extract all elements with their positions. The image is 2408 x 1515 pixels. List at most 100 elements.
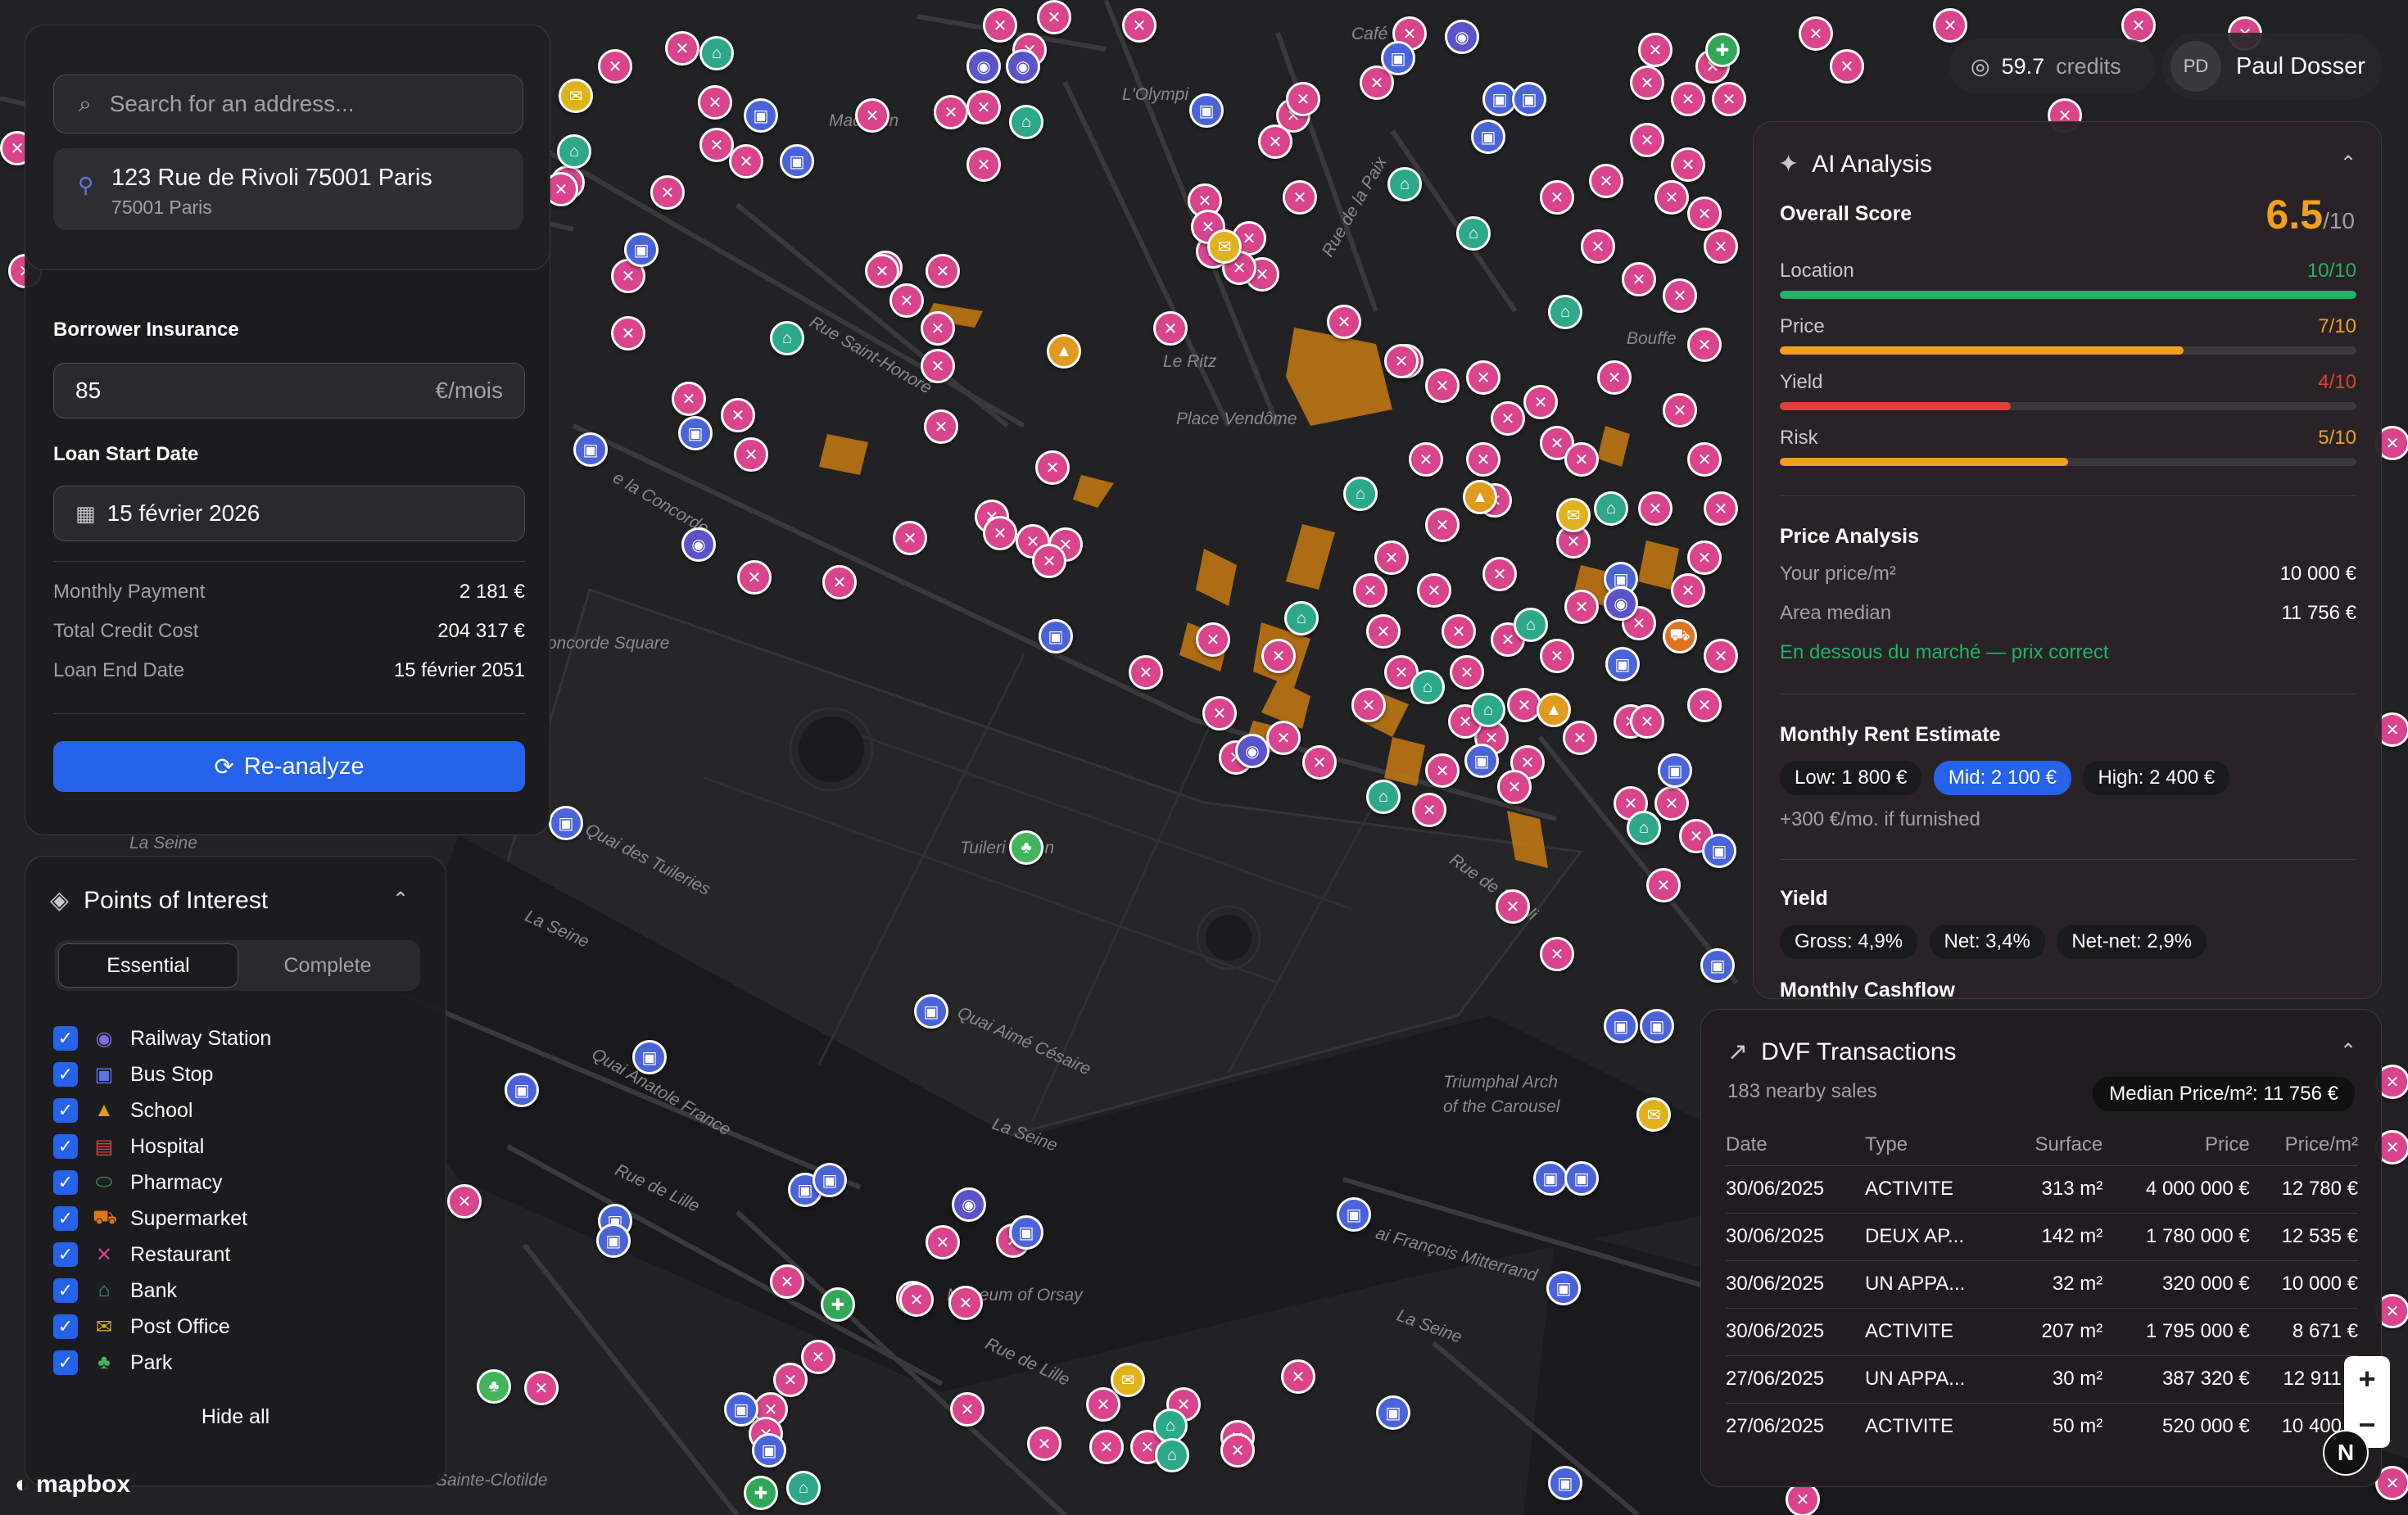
checkbox[interactable]: ✓	[53, 1314, 78, 1339]
poi-row-hospital[interactable]: ✓ ▤ Hospital	[53, 1128, 271, 1165]
restaurant-marker[interactable]: ✕	[1417, 573, 1451, 608]
restaurant-marker[interactable]: ✕	[1366, 614, 1401, 649]
restaurant-marker[interactable]: ✕	[1302, 745, 1337, 780]
restaurant-marker[interactable]: ✕	[865, 254, 899, 288]
reanalyze-button[interactable]: ⟳ Re-analyze	[53, 741, 525, 792]
restaurant-marker[interactable]: ✕	[1563, 721, 1597, 755]
restaurant-marker[interactable]: ✕	[1622, 262, 1656, 296]
restaurant-marker[interactable]: ✕	[983, 8, 1017, 43]
restaurant-marker[interactable]: ✕	[921, 349, 955, 383]
restaurant-marker[interactable]: ✕	[1261, 639, 1296, 673]
restaurant-marker[interactable]: ✕	[1704, 491, 1738, 526]
restaurant-marker[interactable]: ✕	[921, 311, 955, 346]
school-marker[interactable]: ▲	[1463, 480, 1497, 514]
bank-marker[interactable]: ⌂	[1514, 608, 1548, 642]
restaurant-marker[interactable]: ✕	[1412, 793, 1446, 827]
restaurant-marker[interactable]: ✕	[1799, 16, 1833, 51]
restaurant-marker[interactable]: ✕	[983, 516, 1017, 550]
restaurant-marker[interactable]: ✕	[1687, 328, 1722, 362]
restaurant-marker[interactable]: ✕	[1466, 442, 1500, 477]
bus-stop-marker[interactable]: ▣	[1381, 41, 1415, 75]
bus-stop-marker[interactable]: ▣	[1700, 948, 1735, 983]
start-date-field[interactable]: ▦ 15 février 2026	[53, 486, 525, 541]
pharmacy-marker[interactable]: ✚	[1705, 33, 1740, 67]
poi-row-park[interactable]: ✓ ♣ Park	[53, 1345, 271, 1381]
bus-stop-marker[interactable]: ▣	[624, 233, 659, 267]
restaurant-marker[interactable]: ✕	[1712, 82, 1746, 116]
restaurant-marker[interactable]: ✕	[1086, 1387, 1120, 1422]
restaurant-marker[interactable]: ✕	[672, 382, 706, 416]
zoom-out-button[interactable]: −	[2344, 1402, 2390, 1448]
checkbox[interactable]: ✓	[53, 1170, 78, 1195]
poi-row-post-office[interactable]: ✓ ✉ Post Office	[53, 1309, 271, 1345]
pharmacy-marker[interactable]: ✚	[744, 1476, 778, 1510]
railway-marker[interactable]: ◉	[966, 49, 1001, 84]
restaurant-marker[interactable]: ✕	[1523, 385, 1558, 419]
bank-marker[interactable]: ⌂	[1456, 216, 1491, 251]
compass-button[interactable]: N	[2323, 1430, 2369, 1476]
checkbox[interactable]: ✓	[53, 1062, 78, 1087]
poi-row-bank[interactable]: ✓ ⌂ Bank	[53, 1273, 271, 1309]
restaurant-marker[interactable]: ✕	[1687, 442, 1722, 477]
bus-stop-marker[interactable]: ▣	[1512, 82, 1546, 116]
bus-stop-marker[interactable]: ▣	[1605, 647, 1640, 681]
restaurant-marker[interactable]: ✕	[729, 144, 763, 179]
restaurant-marker[interactable]: ✕	[1663, 393, 1697, 427]
bus-stop-marker[interactable]: ▣	[1337, 1197, 1371, 1232]
poi-row-supermarket[interactable]: ✓ ⛟ Supermarket	[53, 1201, 271, 1237]
poi-row-pharmacy[interactable]: ✓ ⬭ Pharmacy	[53, 1165, 271, 1201]
table-row[interactable]: 30/06/2025 DEUX AP... 142 m² 1 780 000 €12 …	[1726, 1212, 2358, 1260]
dvf-panel-header[interactable]: ↗ DVF Transactions	[1727, 1038, 1957, 1066]
bank-marker[interactable]: ⌂	[1594, 491, 1628, 526]
restaurant-marker[interactable]: ✕	[1409, 442, 1443, 477]
bus-stop-marker[interactable]: ▣	[632, 1040, 667, 1074]
hide-all-button[interactable]: Hide all	[201, 1405, 270, 1428]
bus-stop-marker[interactable]: ▣	[812, 1163, 847, 1197]
bus-stop-marker[interactable]: ▣	[678, 416, 713, 450]
restaurant-marker[interactable]: ✕	[1425, 508, 1460, 542]
bank-marker[interactable]: ⌂	[1387, 167, 1422, 201]
restaurant-marker[interactable]: ✕	[1266, 721, 1301, 755]
restaurant-marker[interactable]: ✕	[1540, 937, 1574, 971]
restaurant-marker[interactable]: ✕	[1089, 1430, 1124, 1464]
restaurant-marker[interactable]: ✕	[1351, 688, 1386, 722]
restaurant-marker[interactable]: ✕	[447, 1184, 482, 1219]
restaurant-marker[interactable]: ✕	[966, 90, 1001, 124]
restaurant-marker[interactable]: ✕	[1482, 557, 1517, 591]
restaurant-marker[interactable]: ✕	[665, 31, 699, 66]
restaurant-marker[interactable]: ✕	[1564, 442, 1599, 477]
bus-stop-marker[interactable]: ▣	[573, 432, 608, 467]
bank-marker[interactable]: ⌂	[557, 134, 591, 169]
table-row[interactable]: 27/06/2025 ACTIVITE 50 m² 520 000 €10 400 €	[1726, 1402, 2358, 1450]
restaurant-marker[interactable]: ✕	[1630, 704, 1664, 739]
tab-complete[interactable]: Complete	[283, 953, 372, 977]
restaurant-marker[interactable]: ✕	[889, 283, 924, 318]
bank-marker[interactable]: ⌂	[1155, 1438, 1189, 1472]
restaurant-marker[interactable]: ✕	[1425, 753, 1460, 788]
restaurant-marker[interactable]: ✕	[1540, 639, 1574, 673]
restaurant-marker[interactable]: ✕	[1687, 197, 1722, 231]
restaurant-marker[interactable]: ✕	[524, 1371, 559, 1405]
restaurant-marker[interactable]: ✕	[822, 565, 857, 599]
restaurant-marker[interactable]: ✕	[2121, 8, 2156, 43]
checkbox[interactable]: ✓	[53, 1026, 78, 1051]
railway-marker[interactable]: ◉	[952, 1187, 986, 1222]
restaurant-marker[interactable]: ✕	[1654, 180, 1689, 215]
restaurant-marker[interactable]: ✕	[1671, 82, 1705, 116]
pharmacy-marker[interactable]: ✚	[821, 1287, 855, 1322]
school-marker[interactable]: ▲	[1537, 693, 1571, 727]
bus-stop-marker[interactable]: ▣	[505, 1073, 539, 1107]
bus-stop-marker[interactable]: ▣	[1564, 1161, 1599, 1196]
checkbox[interactable]: ✓	[53, 1206, 78, 1231]
restaurant-marker[interactable]: ✕	[1646, 868, 1681, 902]
restaurant-marker[interactable]: ✕	[773, 1363, 808, 1397]
bank-marker[interactable]: ⌂	[1343, 477, 1378, 511]
restaurant-marker[interactable]: ✕	[1153, 311, 1188, 346]
park-marker[interactable]: ♣	[1009, 830, 1043, 865]
chevron-up-icon[interactable]: ⌃	[2340, 1040, 2357, 1062]
restaurant-marker[interactable]: ✕	[855, 98, 889, 133]
railway-marker[interactable]: ◉	[1445, 20, 1479, 54]
railway-marker[interactable]: ◉	[1604, 586, 1638, 621]
restaurant-marker[interactable]: ✕	[1202, 696, 1237, 730]
bus-stop-marker[interactable]: ▣	[1546, 1271, 1581, 1305]
